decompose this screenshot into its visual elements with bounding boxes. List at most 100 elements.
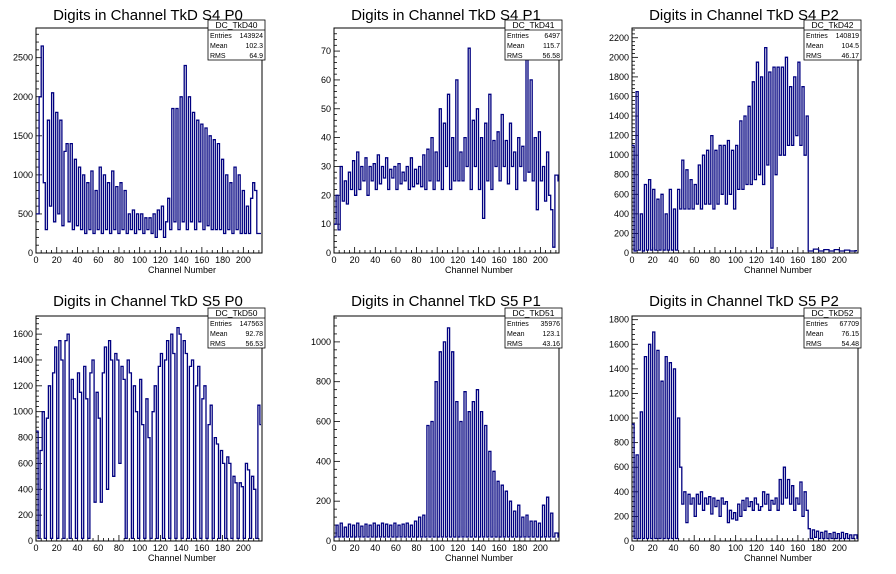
x-tick-label: 0 — [331, 543, 336, 553]
stat-label: RMS — [210, 341, 226, 348]
x-tick-label: 60 — [689, 543, 699, 553]
stat-value: 143924 — [240, 33, 263, 40]
x-tick-label: 100 — [430, 543, 445, 553]
stat-label: Entries — [210, 321, 232, 328]
x-tick-label: 20 — [350, 255, 360, 265]
y-tick-label: 1200 — [609, 131, 629, 141]
x-tick-label: 80 — [412, 543, 422, 553]
stat-value: 140819 — [836, 33, 859, 40]
y-tick-label: 70 — [321, 46, 331, 56]
x-tick-label: 40 — [668, 255, 678, 265]
x-tick-label: 160 — [194, 255, 209, 265]
x-tick-label: 200 — [236, 255, 251, 265]
histogram-name: DC_TkD51 — [512, 308, 554, 318]
stat-value: 64.9 — [249, 53, 263, 60]
x-tick-label: 140 — [770, 255, 785, 265]
x-tick-label: 0 — [629, 255, 634, 265]
x-tick-label: 180 — [512, 543, 527, 553]
x-tick-label: 0 — [33, 543, 38, 553]
y-tick-label: 30 — [321, 161, 331, 171]
x-tick-label: 140 — [174, 255, 189, 265]
plot-frame — [333, 315, 560, 542]
stats-box: DC_TkD50 Entries 147563 Mean 92.78 RMS 56.53 — [207, 307, 266, 349]
x-tick-label: 20 — [648, 543, 658, 553]
y-tick-label: 0 — [28, 248, 33, 258]
stat-label: Entries — [507, 33, 529, 40]
stats-box-frame — [207, 307, 266, 349]
y-tick-label: 1800 — [609, 315, 629, 325]
stat-value: 92.78 — [245, 331, 263, 338]
histogram-series-line — [334, 44, 559, 248]
y-tick-label: 800 — [316, 377, 331, 387]
histogram-series-line — [36, 326, 261, 540]
x-tick-label: 20 — [52, 255, 62, 265]
y-tick-label: 2000 — [13, 92, 33, 102]
x-tick-label: 60 — [689, 255, 699, 265]
x-tick-label: 80 — [114, 255, 124, 265]
chart-title: Digits in Channel TkD S4 P2 — [649, 7, 839, 24]
x-tick-label: 140 — [471, 543, 486, 553]
y-tick-label: 50 — [321, 104, 331, 114]
histogram-series-line — [632, 46, 857, 252]
x-tick-label: 120 — [749, 543, 764, 553]
y-tick-label: 1200 — [609, 388, 629, 398]
histogram-series-line — [36, 45, 261, 239]
stats-box: DC_TkD51 Entries 35976 Mean 123.1 RMS 43.16 — [504, 307, 563, 349]
y-tick-label: 1400 — [609, 364, 629, 374]
y-tick-label: 200 — [316, 496, 331, 506]
stats-box-frame — [504, 19, 563, 61]
x-tick-label: 180 — [215, 255, 230, 265]
y-tick-label: 1600 — [13, 329, 33, 339]
x-axis-label: Channel Number — [744, 265, 812, 275]
y-tick-label: 1800 — [609, 72, 629, 82]
stat-label: Mean — [507, 331, 525, 338]
histogram-name: DC_TkD42 — [811, 20, 853, 30]
x-axis-label: Channel Number — [148, 265, 216, 275]
x-tick-label: 200 — [832, 543, 847, 553]
x-tick-label: 160 — [790, 543, 805, 553]
y-tick-label: 200 — [18, 510, 33, 520]
x-axis-label: Channel Number — [445, 553, 513, 563]
y-tick-label: 400 — [18, 484, 33, 494]
y-tick-label: 2200 — [609, 33, 629, 43]
x-tick-label: 200 — [832, 255, 847, 265]
x-tick-label: 200 — [533, 255, 548, 265]
stat-label: RMS — [210, 53, 226, 60]
stat-value: 104.5 — [841, 43, 859, 50]
y-tick-label: 1400 — [13, 355, 33, 365]
x-tick-label: 120 — [450, 543, 465, 553]
x-tick-label: 40 — [668, 543, 678, 553]
x-tick-label: 160 — [790, 255, 805, 265]
histogram-series-line — [632, 331, 858, 540]
x-tick-label: 60 — [93, 255, 103, 265]
plot-frame — [631, 315, 859, 542]
y-tick-label: 0 — [326, 248, 331, 258]
stat-label: Mean — [806, 331, 824, 338]
histogram-name: DC_TkD40 — [215, 20, 257, 30]
x-tick-label: 40 — [370, 543, 380, 553]
x-tick-label: 60 — [93, 543, 103, 553]
histogram-panel-1: Digits in Channel TkD S4 P0 0 20 40 60 80 100 1… — [13, 7, 266, 275]
y-tick-label: 800 — [614, 170, 629, 180]
x-tick-label: 80 — [114, 543, 124, 553]
y-tick-label: 500 — [18, 209, 33, 219]
y-tick-label: 800 — [18, 433, 33, 443]
y-tick-label: 20 — [321, 190, 331, 200]
x-tick-label: 0 — [33, 255, 38, 265]
y-tick-label: 400 — [316, 456, 331, 466]
y-tick-label: 60 — [321, 75, 331, 85]
y-tick-label: 1000 — [609, 413, 629, 423]
x-tick-label: 160 — [492, 255, 507, 265]
x-tick-label: 200 — [236, 543, 251, 553]
x-tick-label: 40 — [72, 543, 82, 553]
y-tick-label: 1500 — [13, 131, 33, 141]
plot-frame — [35, 315, 263, 542]
y-tick-label: 2500 — [13, 53, 33, 63]
x-tick-label: 180 — [811, 543, 826, 553]
y-tick-label: 400 — [614, 209, 629, 219]
x-tick-label: 160 — [492, 543, 507, 553]
x-tick-label: 20 — [350, 543, 360, 553]
stat-label: RMS — [806, 341, 822, 348]
stats-box: DC_TkD40 Entries 143924 Mean 102.3 RMS 64.9 — [207, 19, 266, 61]
